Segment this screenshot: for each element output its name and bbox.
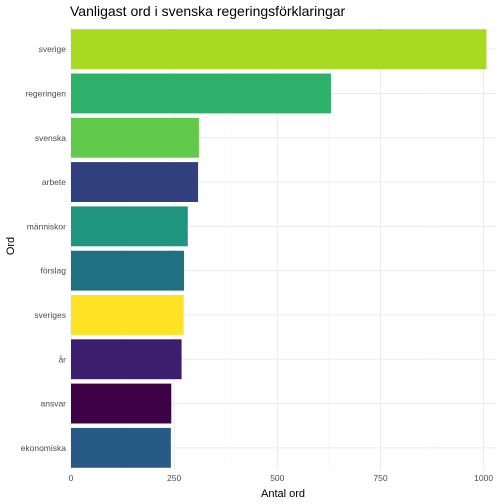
x-tick-label: 500 — [270, 473, 284, 483]
bar-regeringen — [71, 73, 331, 114]
x-tick-label: 1000 — [474, 473, 493, 483]
bar-sverige — [71, 29, 487, 70]
bar-sveriges — [71, 295, 184, 335]
y-tick-label: sveriges — [34, 310, 66, 320]
y-tick-label: svenska — [35, 133, 66, 143]
bar-förslag — [71, 250, 185, 291]
y-axis-tick-labels: sverige regeringen svenska arbete människor f… — [21, 44, 67, 453]
y-tick-label: ansvar — [40, 399, 66, 409]
bars — [71, 29, 487, 468]
chart-title: Vanligast ord i svenska regeringsförklar… — [70, 3, 346, 19]
y-axis-title: Ord — [5, 237, 17, 255]
bar-arbete — [71, 162, 199, 202]
y-tick-label: ekonomiska — [21, 443, 67, 453]
y-tick-label: förslag — [40, 266, 66, 276]
bar-människor — [71, 206, 188, 247]
x-tick-label: 750 — [373, 473, 387, 483]
y-tick-label: sverige — [39, 44, 67, 54]
bar-ansvar — [71, 383, 172, 424]
x-axis-title: Antal ord — [261, 488, 305, 500]
bar-ekonomiska — [71, 427, 171, 468]
bar-år — [71, 339, 182, 380]
x-tick-label: 250 — [167, 473, 181, 483]
y-tick-label: arbete — [42, 177, 66, 187]
y-tick-label: människor — [27, 221, 66, 231]
x-tick-label: 0 — [69, 473, 74, 483]
bar-svenska — [71, 117, 199, 158]
y-tick-label: år — [58, 354, 66, 364]
x-axis-tick-labels: 0 250 500 750 1000 — [69, 473, 494, 483]
y-tick-label: regeringen — [25, 88, 66, 98]
